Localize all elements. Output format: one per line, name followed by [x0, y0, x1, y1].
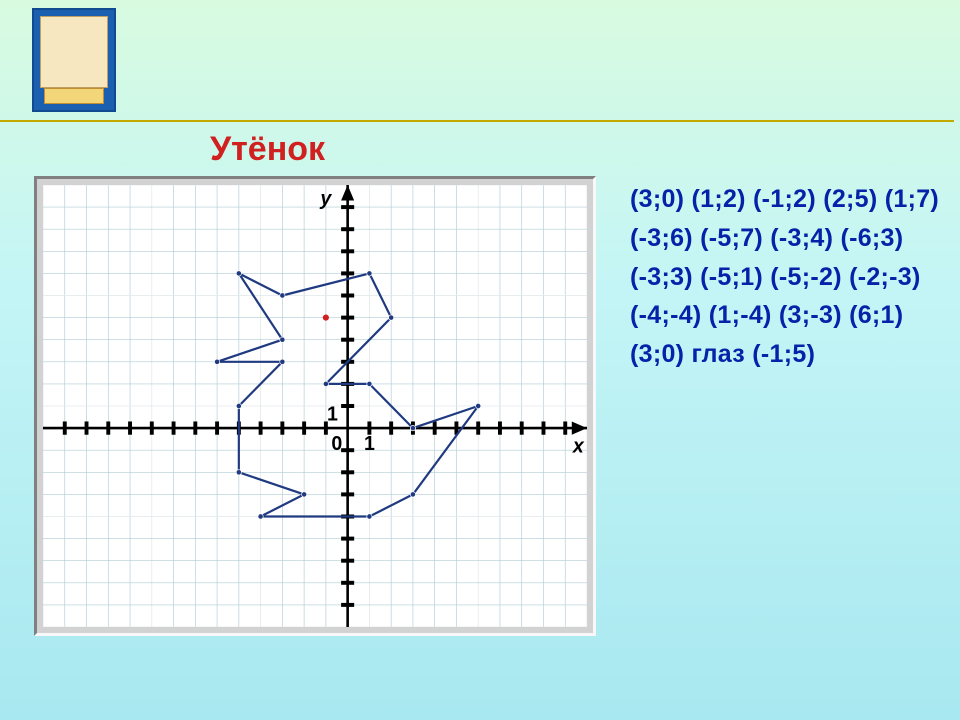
book-illustration	[40, 16, 108, 88]
slide-title: Утёнок	[210, 130, 325, 169]
coordinates-list: (3;0) (1;2) (-1;2) (2;5) (1;7) (-3;6) (-…	[630, 180, 940, 374]
graph-svg: yx011	[43, 185, 587, 627]
svg-text:1: 1	[364, 433, 375, 455]
coordinate-graph: yx011	[43, 185, 587, 627]
book-thumbnail	[32, 8, 116, 112]
graph-panel: yx011	[34, 176, 596, 636]
book-base	[44, 88, 104, 104]
svg-text:0: 0	[331, 433, 342, 455]
svg-text:x: x	[572, 435, 585, 457]
svg-text:1: 1	[327, 403, 338, 425]
slide-root: Утёнок yx011 (3;0) (1;2) (-1;2) (2;5) (1…	[0, 0, 960, 720]
horizontal-divider	[0, 120, 954, 122]
svg-text:y: y	[319, 188, 332, 210]
